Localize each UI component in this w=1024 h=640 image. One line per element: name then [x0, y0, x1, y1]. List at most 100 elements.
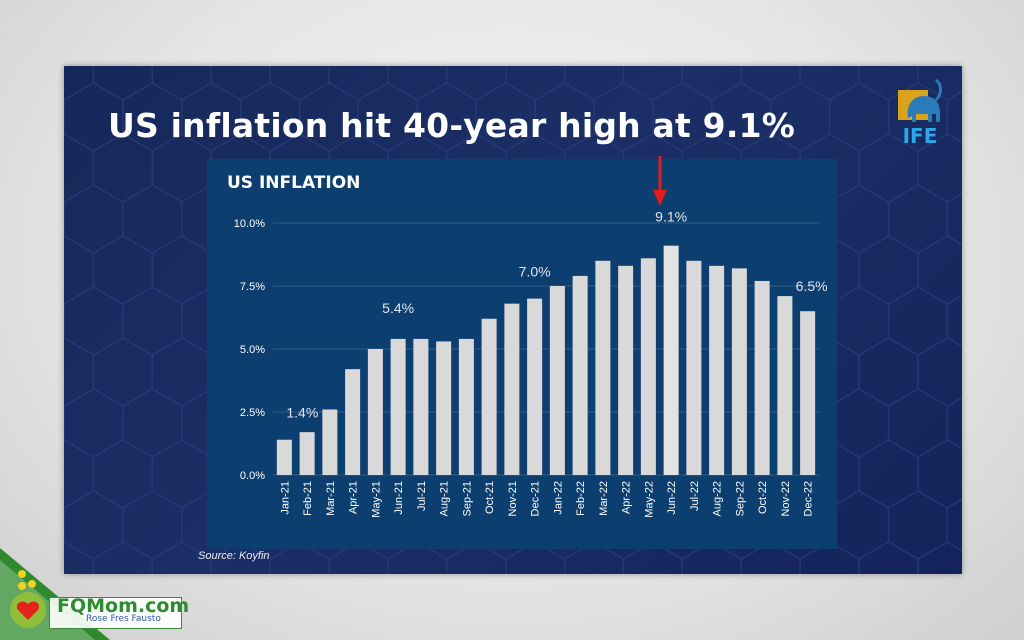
hexagon-cell: [858, 235, 919, 305]
chart-title: US INFLATION: [227, 173, 361, 193]
x-tick-label: Nov-22: [780, 481, 792, 516]
hexagon-cell: [740, 66, 801, 101]
x-tick-label: Mar-21: [325, 481, 337, 516]
hexagon-cell: [828, 490, 890, 560]
hexagon-cell: [887, 184, 949, 254]
x-tick-label: Feb-22: [575, 481, 587, 516]
x-tick-label: Oct-22: [757, 481, 769, 514]
x-tick-label: Apr-21: [348, 481, 360, 514]
hexagon-cell: [122, 184, 183, 254]
data-label: 9.1%: [655, 209, 687, 225]
hexagon-cell: [828, 286, 890, 356]
y-tick-label: 5.0%: [240, 344, 265, 356]
y-tick-label: 7.5%: [240, 281, 265, 293]
bar: [322, 409, 338, 475]
x-tick-label: Feb-21: [302, 481, 314, 516]
bar: [436, 341, 452, 475]
hexagon-cell: [151, 337, 212, 407]
bar: [731, 268, 747, 475]
hexagon-cell: [387, 66, 448, 101]
bar: [663, 245, 679, 475]
slide-title: US inflation hit 40-year high at 9.1%: [108, 106, 796, 145]
data-label: 5.4%: [382, 300, 414, 316]
hexagon-cell: [122, 286, 183, 356]
x-tick-label: Jun-21: [393, 481, 405, 515]
elephant-logo-icon: [898, 78, 942, 122]
hexagon-cell: [64, 184, 124, 254]
heart-icon: [16, 601, 40, 620]
bar: [686, 260, 702, 475]
bar: [276, 439, 292, 475]
x-tick-label: Jan-22: [552, 481, 564, 515]
hexagon-cell: [64, 439, 95, 509]
x-tick-label: May-21: [370, 481, 382, 518]
hexagon-cell: [681, 66, 742, 101]
bar: [299, 432, 315, 475]
slide: US inflation hit 40-year high at 9.1% IF…: [64, 66, 962, 574]
hexagon-cell: [504, 66, 566, 101]
bar: [413, 338, 429, 475]
hexagon-cell: [151, 235, 212, 305]
hexagon-cell: [858, 337, 919, 407]
hexagon-cell: [210, 66, 271, 101]
bar: [618, 265, 634, 475]
hexagon-cell: [563, 66, 625, 101]
hexagon-cell: [828, 184, 890, 254]
hexagon-cell: [64, 337, 95, 407]
bar: [458, 338, 474, 475]
logo-text: IFE: [902, 124, 938, 148]
hexagon-cell: [92, 541, 154, 574]
hexagon-cell: [122, 388, 183, 458]
x-tick-label: Dec-22: [803, 481, 815, 516]
chart-panel: 0.0% 2.5% 5.0% 7.5% 10.0% Jan-21 Feb-21 Mar-21 A…: [207, 159, 837, 549]
x-tick-label: Sep-21: [461, 481, 473, 516]
hexagon-cell: [887, 286, 949, 356]
hexagon-cell: [151, 541, 212, 574]
hexagon-cell: [917, 337, 962, 407]
hexagon-cell: [887, 388, 949, 458]
bar: [345, 369, 361, 475]
hexagon-cell: [64, 388, 124, 458]
bar: [549, 286, 565, 475]
hexagon-cell: [64, 235, 95, 305]
bar: [777, 296, 793, 475]
x-tick-label: Oct-21: [484, 481, 496, 514]
x-tick-label: Apr-22: [621, 481, 633, 514]
y-tick-label: 2.5%: [240, 407, 265, 419]
source-label: Source: Koyfin: [198, 550, 270, 562]
bar: [595, 260, 611, 475]
x-tick-label: May-22: [643, 481, 655, 518]
y-tick-label: 0.0%: [240, 470, 265, 482]
hexagon-cell: [446, 66, 507, 101]
hexagon-cell: [269, 66, 330, 101]
bar: [527, 298, 543, 475]
hexagon-cell: [328, 66, 389, 101]
x-tick-label: Aug-21: [439, 481, 451, 516]
red-down-arrow-icon: [653, 156, 667, 206]
hexagon-cell: [828, 82, 890, 152]
hexagon-cell: [92, 337, 154, 407]
bar: [640, 258, 656, 475]
watermark-box: [49, 597, 182, 629]
x-tick-label: Aug-22: [712, 481, 724, 516]
hexagon-cell: [92, 439, 154, 509]
data-label: 6.5%: [796, 278, 828, 294]
bar: [754, 280, 770, 475]
x-tick-label: Jun-22: [666, 481, 678, 515]
hexagon-cell: [917, 235, 962, 305]
x-tick-label: Jul-21: [416, 481, 428, 511]
hexagon-cell: [622, 66, 684, 101]
bar: [390, 338, 406, 475]
watermark-name: FQMom.com: [57, 595, 190, 617]
x-tick-label: Dec-21: [530, 481, 542, 516]
hexagon-cell: [92, 235, 154, 305]
bar-chart: 0.0% 2.5% 5.0% 7.5% 10.0% Jan-21 Feb-21 Mar-21 A…: [234, 209, 828, 518]
hexagon-cell: [64, 66, 95, 101]
bar: [504, 303, 520, 475]
hexagon-cell: [92, 66, 154, 101]
hexagon-cell: [64, 286, 124, 356]
bar: [709, 265, 725, 475]
hexagon-cell: [799, 66, 860, 101]
bar: [367, 349, 383, 475]
bar: [800, 311, 816, 475]
